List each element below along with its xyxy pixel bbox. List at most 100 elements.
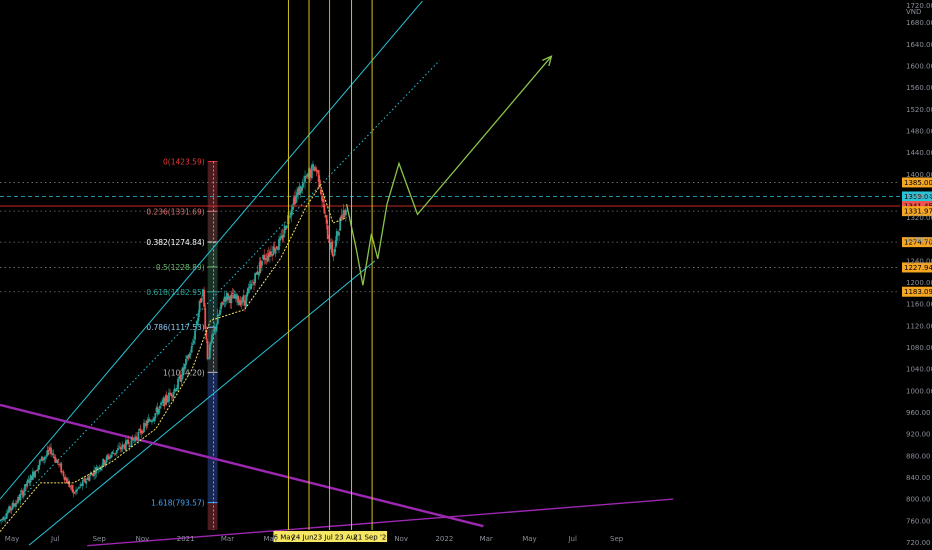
projection-arrowhead bbox=[542, 55, 553, 67]
candle-body bbox=[208, 344, 211, 359]
candle-body bbox=[241, 297, 244, 303]
candle-body bbox=[272, 246, 275, 256]
candle-body bbox=[26, 481, 29, 487]
candle-body bbox=[154, 413, 157, 419]
candle-body bbox=[254, 273, 257, 284]
trendlines[interactable] bbox=[0, 403, 674, 547]
horizontal-levels[interactable]: 1385.001359.041341.451331.971274.701227.… bbox=[0, 177, 932, 297]
candle-body bbox=[316, 171, 319, 172]
candle-body bbox=[181, 367, 184, 379]
y-tick-label: 1680.00 bbox=[906, 19, 932, 27]
candle-body bbox=[233, 294, 236, 299]
candle-body bbox=[73, 492, 76, 494]
candle-body bbox=[261, 260, 263, 266]
candle-body bbox=[0, 519, 3, 521]
candle-body bbox=[138, 429, 141, 431]
candle-body bbox=[136, 437, 139, 440]
candle-body bbox=[341, 216, 344, 219]
candle-body bbox=[338, 232, 340, 236]
candle-body bbox=[300, 187, 303, 191]
purple-trendline[interactable] bbox=[87, 498, 674, 547]
price-axis[interactable]: 1720.00 VND 1680.00 1640.00 1600.00 1560.00… bbox=[906, 2, 932, 547]
candle-body bbox=[33, 471, 35, 476]
candle-body bbox=[330, 242, 333, 250]
candle-body bbox=[163, 397, 166, 407]
candle-body bbox=[195, 325, 198, 329]
candle-body bbox=[114, 452, 117, 454]
candle-body bbox=[217, 314, 220, 316]
fib-zone bbox=[207, 161, 218, 212]
y-tick-label: 1320.00 bbox=[906, 214, 932, 222]
candle-body bbox=[301, 183, 304, 189]
candle-body bbox=[153, 417, 156, 422]
date-badge bbox=[357, 531, 388, 542]
candle-body bbox=[234, 296, 237, 299]
candle-body bbox=[255, 272, 258, 275]
candle-body bbox=[332, 254, 335, 257]
candle-body bbox=[342, 210, 345, 218]
projection-line[interactable] bbox=[345, 55, 552, 286]
candle-body bbox=[307, 174, 310, 176]
candle-body bbox=[271, 255, 274, 257]
candle-body bbox=[124, 440, 127, 451]
time-axis[interactable]: May Jul Sep Nov 2021 Mar May Nov 2022 Mar May Jul Se… bbox=[5, 535, 624, 543]
x-tick-label: Nov bbox=[394, 535, 408, 543]
candle-body bbox=[290, 209, 293, 216]
projection-path[interactable] bbox=[345, 55, 553, 286]
candle-body bbox=[315, 168, 318, 172]
candle-body bbox=[68, 480, 71, 487]
candle-body bbox=[317, 170, 320, 182]
x-tick-label: May bbox=[5, 535, 19, 543]
fib-level-label: 0(1423.59) bbox=[163, 158, 205, 167]
candle-body bbox=[71, 484, 74, 493]
y-tick-label: 1440.00 bbox=[906, 149, 932, 157]
candle-body bbox=[190, 346, 193, 353]
candle-body bbox=[305, 177, 308, 179]
candle-body bbox=[335, 231, 338, 241]
candle-body bbox=[323, 204, 326, 214]
purple-trendline[interactable] bbox=[0, 403, 484, 528]
channel-lower-line[interactable] bbox=[28, 260, 376, 546]
candle-body bbox=[132, 439, 135, 441]
candle-body bbox=[128, 445, 131, 447]
candle-body bbox=[211, 334, 213, 343]
y-tick-label: 1040.00 bbox=[906, 366, 932, 374]
price-level-badge-label: 1359.04 bbox=[904, 193, 932, 201]
fib-zone bbox=[207, 502, 218, 530]
y-tick-label: 1120.00 bbox=[906, 322, 932, 330]
y-tick-label: 1480.00 bbox=[906, 128, 932, 136]
candle-body bbox=[239, 300, 242, 306]
candle-body bbox=[265, 258, 268, 260]
candle-body bbox=[267, 253, 270, 257]
candle-body bbox=[105, 456, 108, 463]
candle-body bbox=[306, 173, 309, 177]
candle-body bbox=[187, 357, 190, 359]
moving-average-line bbox=[0, 183, 347, 532]
candle-body bbox=[46, 449, 49, 456]
candle-body bbox=[110, 454, 113, 458]
price-level-badge-label: 1274.70 bbox=[904, 239, 932, 247]
candle-body bbox=[25, 484, 27, 487]
candle-body bbox=[28, 481, 31, 483]
candle-body bbox=[281, 235, 284, 240]
candle-body bbox=[76, 489, 79, 491]
candle-body bbox=[275, 246, 278, 249]
candle-body bbox=[274, 248, 277, 254]
x-tick-label: May bbox=[522, 535, 536, 543]
candle-body bbox=[44, 456, 47, 459]
candle-body bbox=[240, 302, 243, 304]
candle-body bbox=[322, 198, 325, 203]
candle-body bbox=[248, 286, 251, 288]
candle-body bbox=[70, 485, 73, 487]
candle-body bbox=[196, 320, 199, 326]
candle-body bbox=[152, 419, 154, 421]
candle-body bbox=[155, 407, 158, 412]
price-level-badge bbox=[902, 237, 932, 248]
candle-body bbox=[312, 163, 314, 167]
candle-body bbox=[283, 225, 286, 234]
candle-body bbox=[263, 255, 266, 260]
candle-body bbox=[47, 449, 50, 451]
